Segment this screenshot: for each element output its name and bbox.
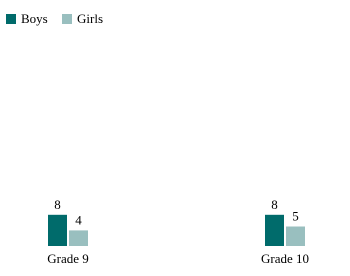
bar [286, 226, 305, 246]
x-tick-label: Grade 9 [47, 251, 89, 266]
bar [48, 214, 67, 246]
bar [69, 230, 88, 246]
value-label: 8 [271, 197, 278, 212]
value-label: 4 [75, 212, 82, 227]
legend-swatch [6, 14, 16, 24]
legend-label: Boys [21, 11, 48, 26]
value-label: 5 [292, 208, 299, 223]
x-tick-label: Grade 10 [261, 251, 309, 266]
legend-swatch [62, 14, 72, 24]
legend-label: Girls [77, 11, 103, 26]
bar [265, 214, 284, 246]
value-label: 8 [54, 197, 61, 212]
